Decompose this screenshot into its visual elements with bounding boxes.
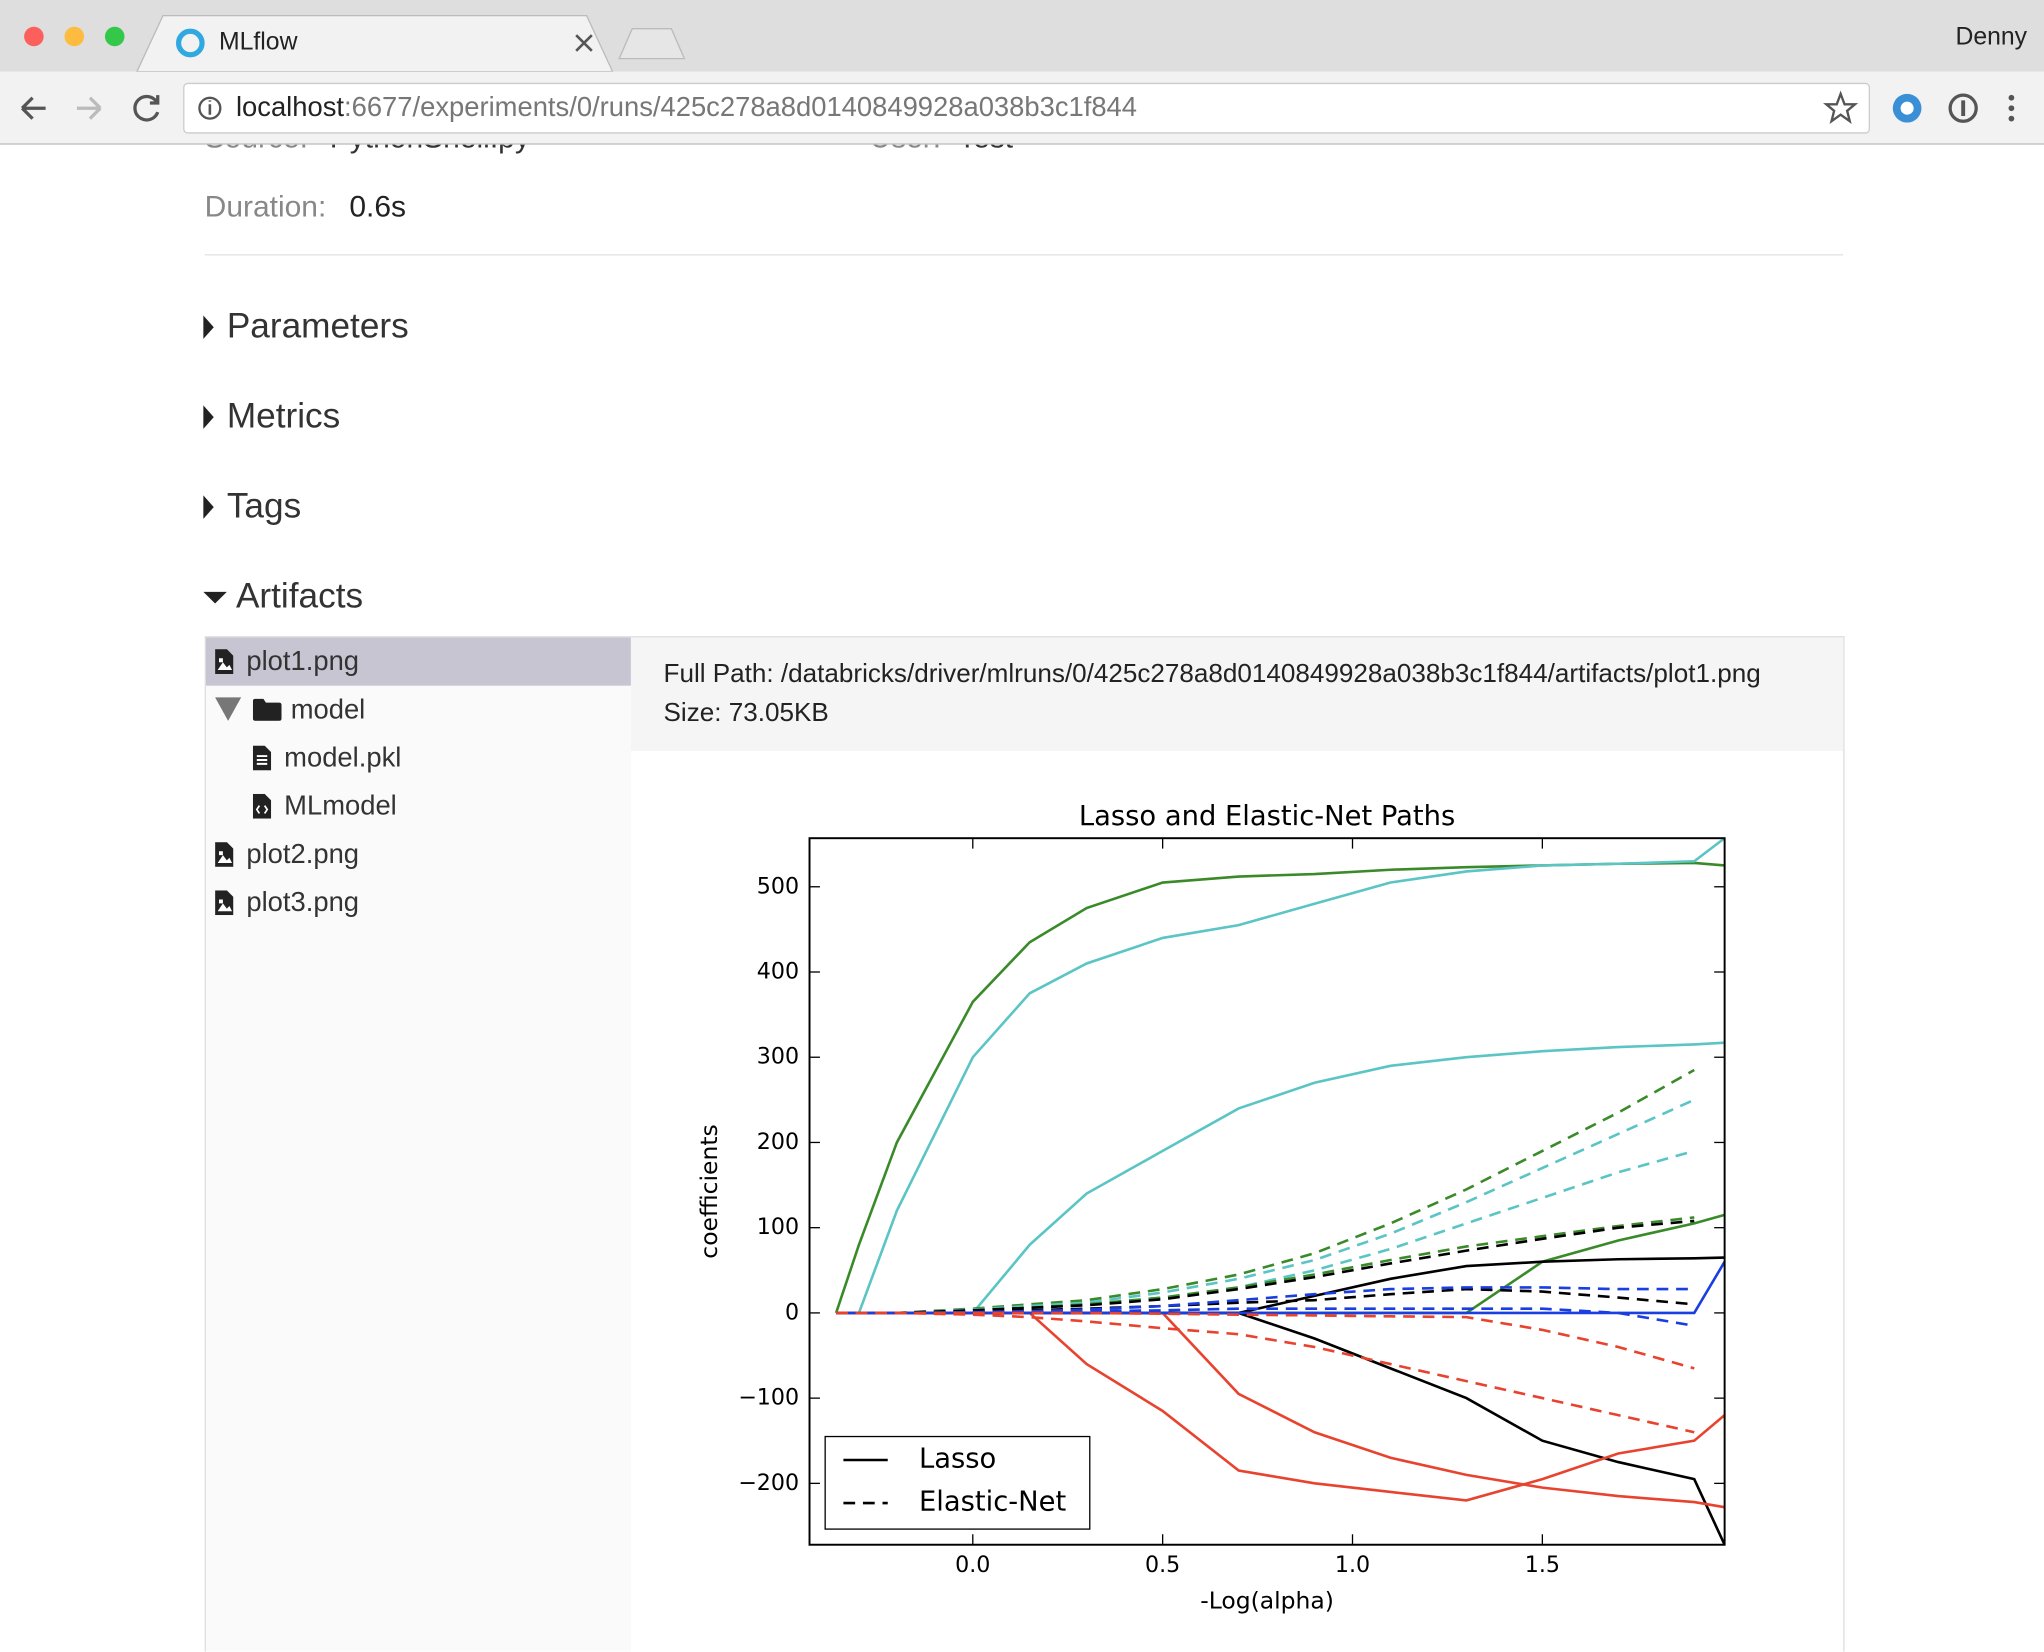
y-tick-label: 500 (757, 873, 799, 899)
info-icon[interactable] (198, 96, 222, 120)
tree-item[interactable]: plot2.png (206, 830, 631, 878)
series-line (836, 1311, 1695, 1370)
section-title[interactable]: Tags (226, 486, 302, 526)
tree-item[interactable]: MLmodel (206, 782, 631, 830)
section-title[interactable]: Artifacts (235, 576, 364, 616)
series-line (836, 1261, 1725, 1315)
artifact-tree: plot1.png model model.pkl MLmodel plot2.… (205, 637, 631, 1652)
section-title[interactable]: Parameters (226, 306, 409, 346)
tree-item[interactable]: plot1.png (205, 637, 631, 686)
close-window[interactable] (24, 26, 44, 47)
tree-label: MLmodel (284, 791, 397, 822)
url-host: localhost (235, 92, 344, 123)
y-axis-label: coefficients (695, 1124, 723, 1258)
profile-name[interactable]: Denny (1955, 23, 2028, 51)
extension-inner (1900, 101, 1914, 115)
tree-label: plot3.png (246, 887, 360, 918)
back-button[interactable] (21, 96, 46, 120)
series-line (836, 1287, 1695, 1315)
x-tick-label: 0.0 (955, 1552, 990, 1578)
reload-button[interactable] (133, 94, 160, 122)
legend-label: Elastic-Net (919, 1487, 1066, 1518)
y-tick-label: 300 (757, 1044, 799, 1070)
artifact-header: Full Path: /databricks/driver/mlruns/0/4… (630, 637, 1844, 751)
collapse-icon[interactable] (203, 405, 214, 429)
minimize-window[interactable] (64, 26, 85, 47)
duration-value: 0.6s (349, 189, 407, 223)
y-tick-label: 200 (757, 1129, 799, 1155)
size-value: 73.05KB (728, 698, 829, 728)
full-path-label: Full Path: (663, 659, 774, 689)
collapse-icon[interactable] (203, 495, 214, 519)
divider (204, 254, 1844, 256)
menu-dot[interactable] (2008, 115, 2015, 122)
series-line (836, 838, 1725, 1315)
section-title[interactable]: Metrics (226, 396, 341, 436)
x-tick-label: 0.5 (1145, 1552, 1180, 1578)
series-line (836, 1149, 1695, 1315)
y-tick-label: −100 (738, 1385, 799, 1411)
tree-label: model.pkl (284, 743, 402, 774)
tree-label: model (290, 694, 366, 725)
series-line (836, 1213, 1725, 1315)
full-path: Full Path: /databricks/driver/mlruns/0/4… (664, 660, 1761, 690)
image-file-icon (215, 649, 234, 674)
text-file-icon (252, 745, 272, 771)
series-line (836, 1216, 1695, 1315)
url[interactable]: localhost:6677/experiments/0/runs/425c27… (236, 93, 1137, 124)
tab-title: MLflow (218, 28, 298, 57)
tree-label: plot1.png (246, 646, 360, 677)
plot-frame (808, 837, 1726, 1546)
y-tick-label: −200 (738, 1470, 799, 1496)
omnibox[interactable] (183, 82, 1870, 134)
tab-close[interactable] (575, 34, 593, 52)
code-file-icon (252, 793, 272, 819)
maximize-window[interactable] (104, 26, 125, 47)
menu-dot[interactable] (2008, 94, 2015, 101)
tree-item[interactable]: model (206, 686, 631, 734)
y-tick-label: 0 (785, 1299, 799, 1325)
size: Size: 73.05KB (664, 699, 829, 729)
new-tab[interactable] (618, 28, 686, 60)
chart-title: Lasso and Elastic-Net Paths (1079, 801, 1455, 832)
series-line (836, 1041, 1725, 1315)
series-line (836, 1098, 1695, 1315)
password-icon[interactable] (1948, 93, 1978, 123)
legend-box (824, 1435, 1091, 1530)
series-line (836, 1256, 1725, 1315)
bookmark-star[interactable] (1823, 90, 1859, 125)
image-file-icon (215, 842, 234, 867)
expand-icon[interactable] (203, 591, 227, 604)
tree-item[interactable]: model.pkl (206, 734, 631, 782)
artifact-image: Lasso and Elastic-Net Paths -Log(alpha) co… (695, 801, 1726, 1615)
x-tick-label: 1.0 (1335, 1552, 1370, 1578)
tab[interactable] (135, 14, 614, 73)
series-line (836, 1307, 1695, 1328)
y-tick-label: 100 (757, 1214, 799, 1240)
full-path-value: /databricks/driver/mlruns/0/425c278a8d01… (780, 659, 1761, 689)
size-label: Size: (663, 698, 722, 728)
chrome (0, 14, 2044, 145)
x-axis-label: -Log(alpha) (1200, 1587, 1334, 1615)
tree-item[interactable]: plot3.png (206, 879, 631, 927)
tree-label: plot2.png (246, 839, 360, 870)
url-path: :6677/experiments/0/runs/425c278a8d01408… (343, 92, 1138, 123)
series-line (836, 1311, 1695, 1434)
y-tick-label: 400 (757, 959, 799, 985)
series-line (836, 1068, 1695, 1315)
collapse-icon[interactable] (203, 315, 214, 339)
menu-dot[interactable] (2008, 105, 2015, 112)
image-file-icon (215, 890, 234, 916)
favicon (175, 28, 205, 58)
legend-label: Lasso (919, 1443, 996, 1474)
x-tick-label: 1.5 (1525, 1552, 1560, 1578)
duration-label: Duration: (204, 189, 327, 223)
forward-button[interactable] (76, 96, 102, 120)
folder-icon (252, 698, 282, 721)
series-line (834, 861, 1725, 1314)
folder-toggle[interactable] (215, 697, 242, 721)
series-line (836, 1286, 1695, 1315)
